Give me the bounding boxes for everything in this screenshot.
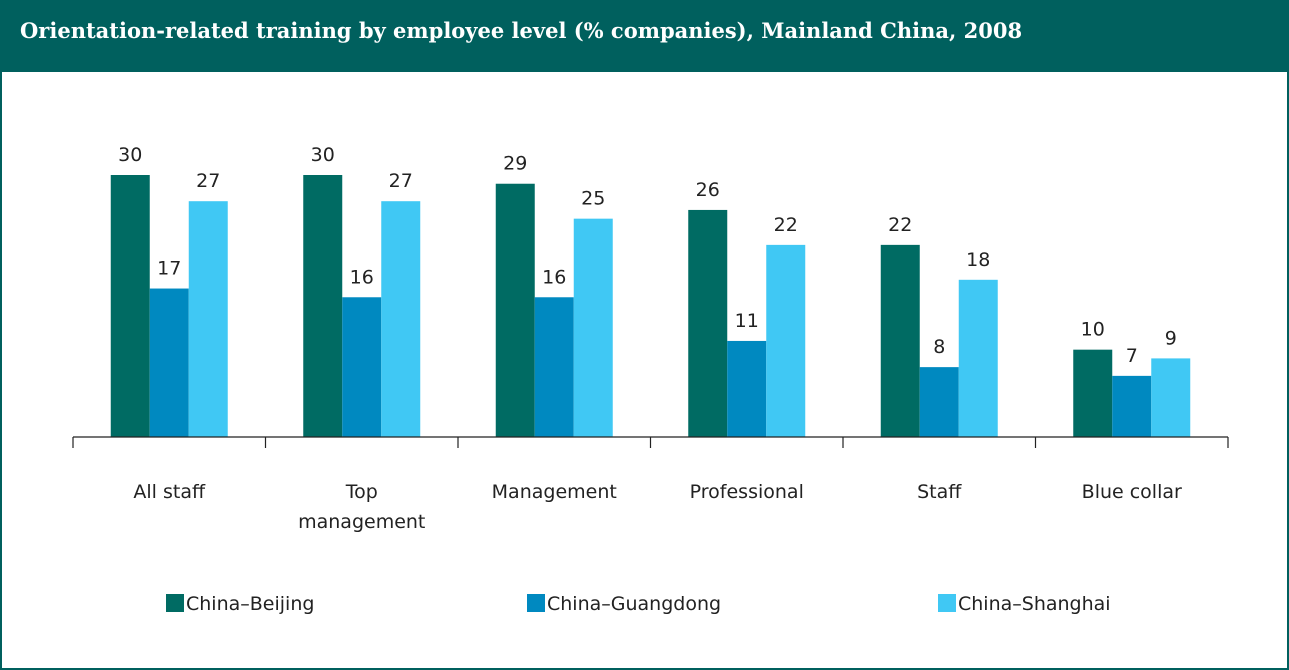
data-label: 27 (389, 170, 413, 192)
bar (342, 297, 382, 437)
bar (149, 288, 189, 437)
data-label: 16 (350, 266, 374, 288)
data-label: 30 (311, 144, 335, 166)
x-tick-label: Staff (917, 481, 962, 503)
bar (1073, 349, 1113, 437)
legend-label: China–Shanghai (958, 593, 1111, 615)
legend-label: China–Beijing (186, 593, 314, 615)
data-label: 27 (196, 170, 220, 192)
data-label: 11 (735, 310, 759, 332)
bar (303, 175, 343, 437)
data-label: 29 (503, 153, 527, 175)
bar (688, 209, 728, 437)
data-label: 18 (966, 249, 990, 271)
chart-title: Orientation-related training by employee… (20, 18, 1023, 43)
data-label: 16 (542, 266, 566, 288)
bar (381, 201, 421, 437)
bar (766, 244, 806, 437)
bar (110, 175, 150, 437)
bar (1112, 375, 1152, 437)
bar (1151, 358, 1191, 437)
data-label: 17 (157, 258, 181, 280)
legend-swatch (938, 594, 956, 612)
data-label: 25 (581, 188, 605, 210)
bar (495, 183, 535, 437)
bar (188, 201, 228, 437)
legend-swatch (166, 594, 184, 612)
x-tick-label: Management (491, 481, 617, 503)
x-tick-label: Blue collar (1081, 481, 1182, 503)
bar (727, 340, 767, 437)
bar (880, 244, 920, 437)
data-label: 7 (1126, 345, 1138, 367)
data-label: 26 (696, 179, 720, 201)
data-label: 8 (933, 336, 945, 358)
data-label: 22 (774, 214, 798, 236)
data-label: 22 (888, 214, 912, 236)
data-label: 10 (1081, 319, 1105, 341)
bar (534, 297, 574, 437)
x-tick-label: All staff (133, 481, 206, 503)
legend-label: China–Guangdong (547, 593, 721, 615)
data-label: 9 (1165, 327, 1177, 349)
header-bar (0, 0, 1289, 72)
bar (919, 367, 959, 437)
bar (958, 279, 998, 437)
legend-swatch (527, 594, 545, 612)
x-tick-label: Professional (689, 481, 804, 503)
x-tick-label: Top management (298, 481, 426, 533)
data-label: 30 (118, 144, 142, 166)
bar (573, 218, 613, 437)
